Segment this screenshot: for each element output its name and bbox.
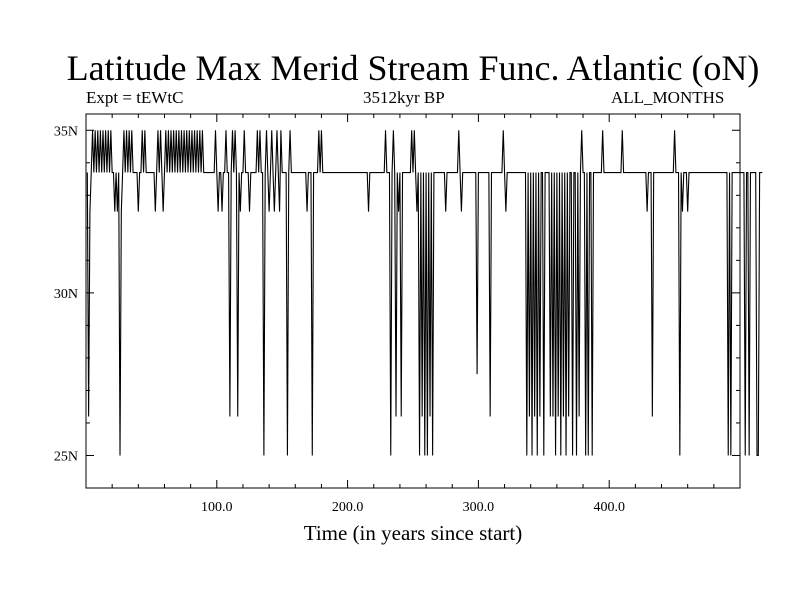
y-tick-label: 30N bbox=[54, 287, 78, 302]
period-label: 3512kyr BP bbox=[363, 88, 445, 107]
series-line bbox=[86, 130, 763, 457]
x-tick-label: 400.0 bbox=[593, 500, 625, 515]
y-tick-label: 25N bbox=[54, 449, 78, 464]
months-label: ALL_MONTHS bbox=[611, 88, 725, 107]
x-tick-label: 300.0 bbox=[463, 500, 495, 515]
plot-frame bbox=[85, 113, 741, 489]
x-axis-title: Time (in years since start) bbox=[304, 521, 523, 545]
y-tick-label: 35N bbox=[54, 124, 78, 139]
x-tick-label: 100.0 bbox=[201, 500, 233, 515]
experiment-label: Expt = tEWtC bbox=[86, 88, 184, 107]
chart-title: Latitude Max Merid Stream Func. Atlantic… bbox=[66, 48, 760, 88]
x-tick-label: 200.0 bbox=[332, 500, 364, 515]
